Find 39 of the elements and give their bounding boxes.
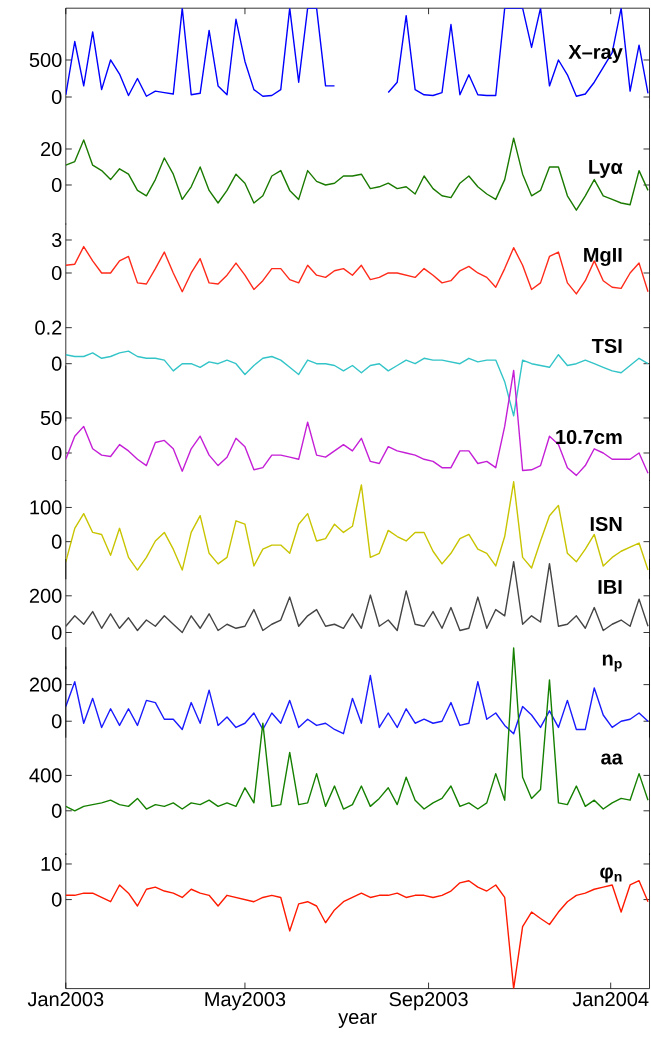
y-tick-label: 20	[41, 141, 62, 157]
y-tick-label: 0	[51, 177, 62, 193]
y-tick-label: 0	[51, 265, 62, 281]
line-series	[65, 560, 649, 634]
series-label: ISN	[590, 516, 622, 532]
x-tick-label: May2003	[205, 992, 286, 1011]
x-axis-title: year	[338, 1013, 377, 1028]
series-label: MgII	[584, 247, 622, 266]
y-tick-label: 50	[40, 410, 62, 426]
y-tick-label: 0	[51, 625, 62, 640]
y-tick-label: 100	[30, 500, 62, 515]
y-tick-label: 400	[29, 768, 62, 783]
line-series	[65, 674, 649, 735]
x-tick-label: Jan2004	[572, 992, 649, 1007]
y-tick-label: 0	[51, 714, 62, 729]
x-tick-label: Jan2003	[27, 992, 104, 1007]
y-tick-label: 0	[51, 534, 62, 549]
line-series	[65, 647, 649, 812]
y-tick-label: 3	[51, 232, 62, 248]
y-tick-label: 0	[51, 892, 62, 907]
y-tick-label: 10	[41, 856, 62, 872]
series-label: Lyα	[589, 160, 623, 178]
series-label: IBI	[598, 580, 622, 594]
y-tick-label: 200	[29, 588, 62, 603]
series-label: φ$_{n}$	[600, 867, 622, 883]
x-tick-label: Sep2003	[389, 992, 468, 1011]
y-tick-label: 0	[51, 356, 62, 371]
y-tick-label: 200	[29, 677, 62, 692]
y-tick-label: 500	[29, 52, 62, 68]
series-label: TSI	[591, 338, 622, 354]
line-series	[65, 481, 649, 571]
series-label: 10.7cm	[556, 429, 622, 445]
y-tick-label: 0	[51, 803, 62, 818]
series-label: n$_{p}$	[602, 654, 622, 672]
series-label: aa	[601, 753, 623, 765]
line-series	[65, 137, 649, 211]
y-tick-label: 0	[51, 89, 62, 105]
y-tick-label: 0	[51, 445, 62, 461]
y-tick-label: 0.2	[35, 320, 62, 335]
